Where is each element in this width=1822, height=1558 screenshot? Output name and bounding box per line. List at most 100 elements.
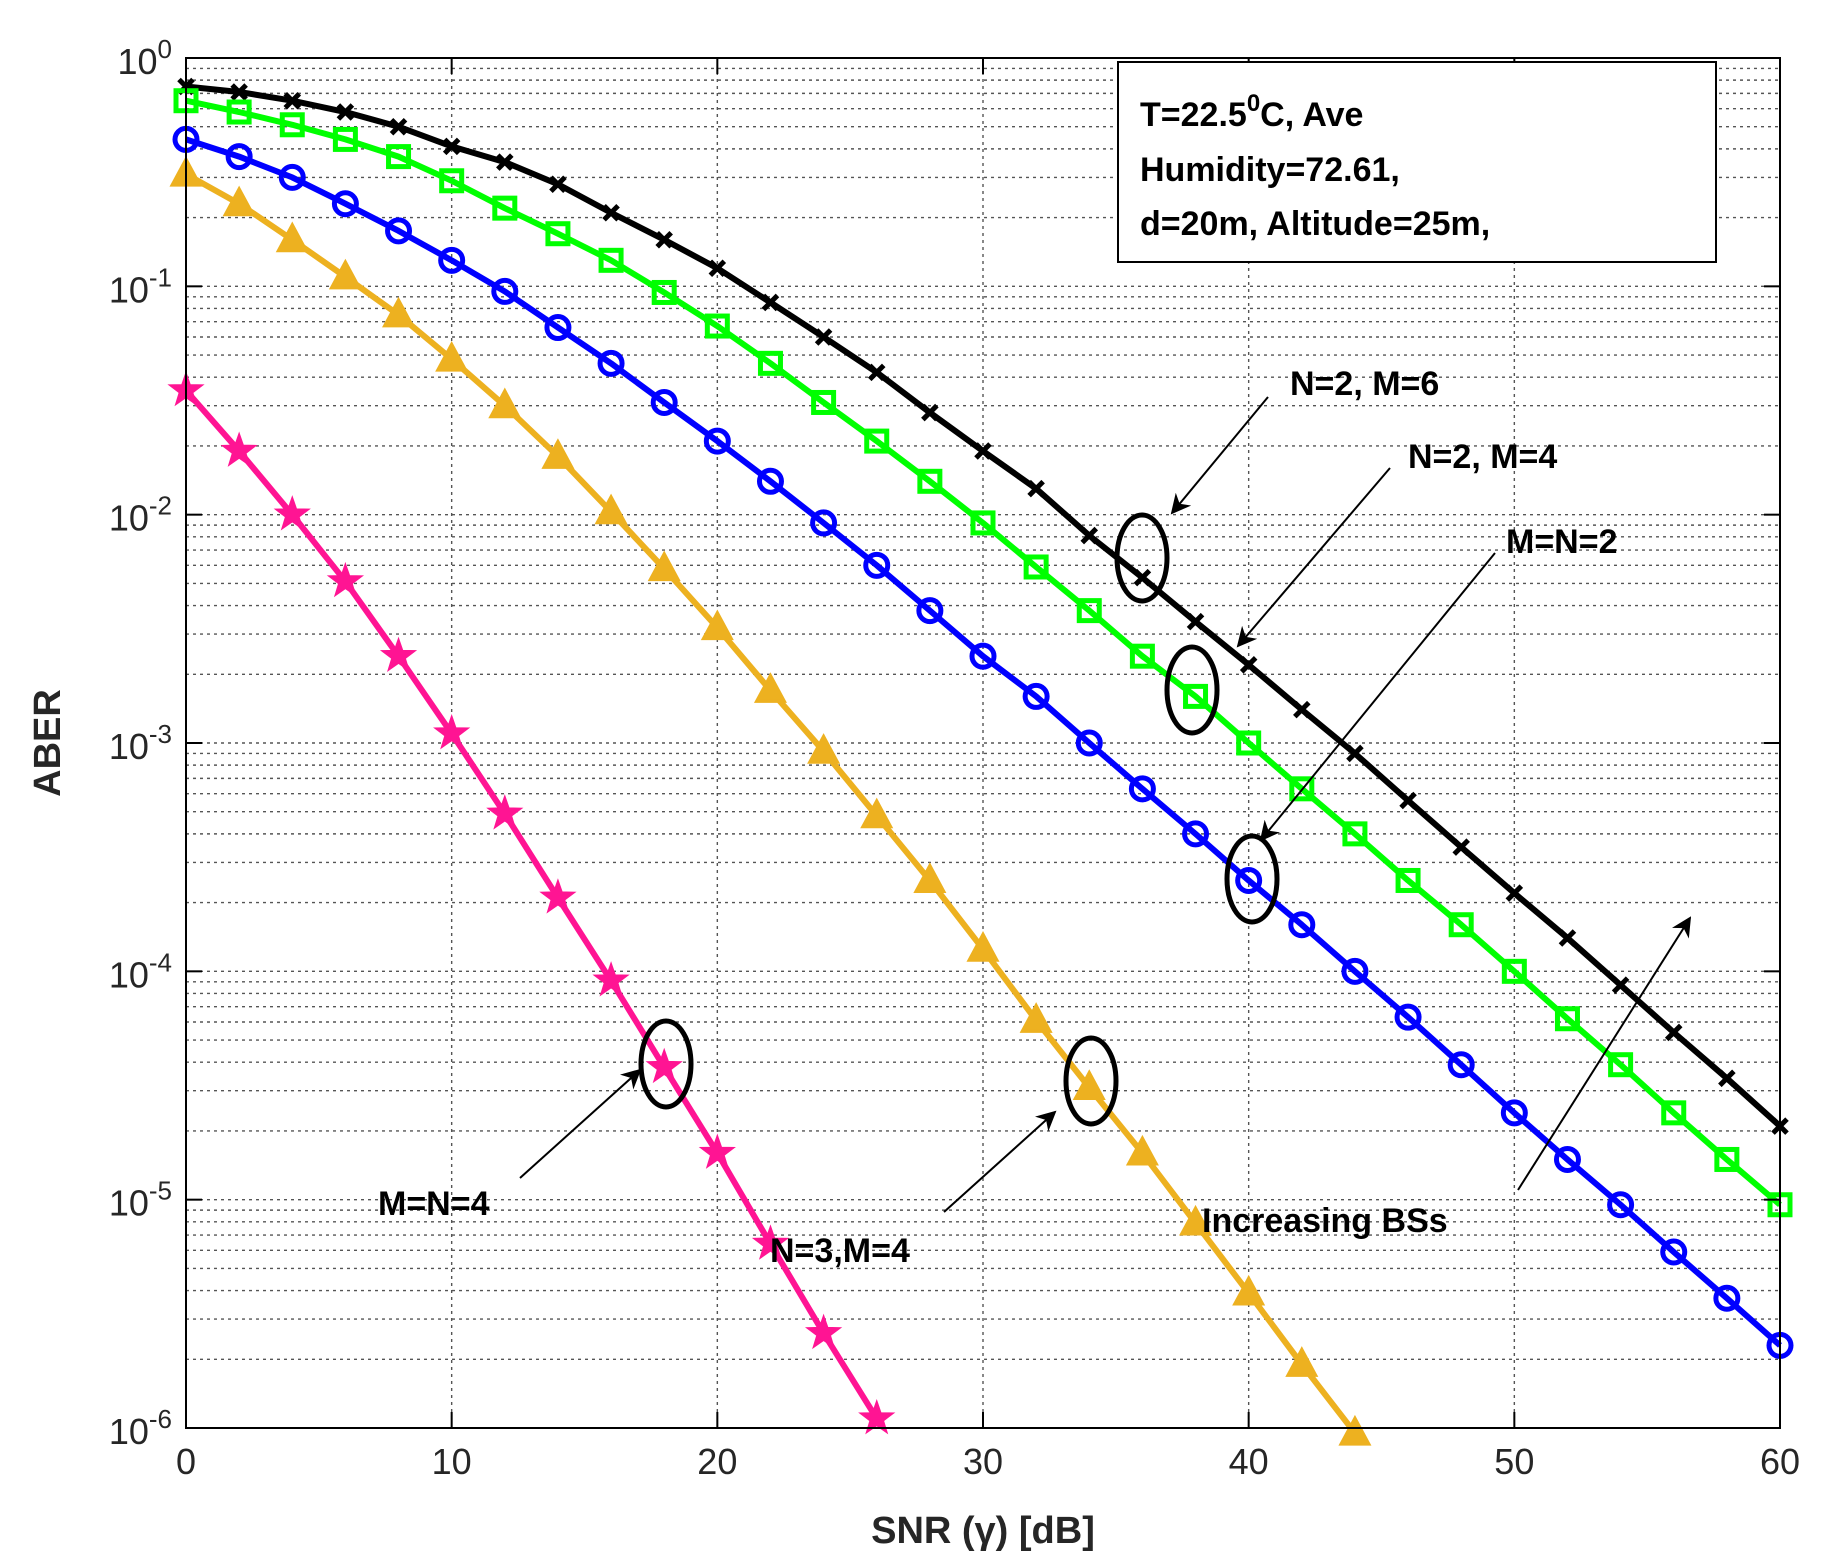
data-point [1023,554,1049,580]
text-box-line-3: d=20m, Altitude=25m, [1140,205,1490,243]
data-point [594,493,628,525]
data-point [1182,820,1210,848]
y-tick-exponent: -2 [149,491,172,521]
y-tick-label: 10-2 [109,491,172,539]
annotation-n3-m4-label: N=3,M=4 [770,1232,910,1270]
data-point [1289,776,1315,802]
data-point [811,389,837,415]
y-tick-label: 10-6 [109,1404,172,1452]
data-point [488,387,522,419]
x-tick-label: 50 [1494,1441,1534,1482]
series-layer [167,77,1794,1446]
x-tick-label: 60 [1760,1441,1800,1482]
data-point [1661,1100,1687,1126]
data-point [545,221,571,247]
data-point [1128,775,1156,803]
annotation-n3-m4: N=3,M=4 [770,1035,1119,1270]
annotation-n2-m6-label: N=2, M=6 [1290,365,1439,403]
text-box-frame [1117,61,1717,263]
data-point [1395,867,1421,893]
annotation-m-n-2-arrow [1259,552,1496,842]
data-point [804,1313,843,1350]
data-point [1285,1346,1319,1377]
y-tick-exponent: -3 [149,719,172,749]
data-point [435,340,469,372]
data-point [386,144,412,170]
data-point [225,143,253,171]
data-point [1399,791,1417,810]
data-point [860,797,894,829]
x-tick-label: 20 [697,1441,737,1482]
data-point [753,672,787,703]
data-point [810,509,838,537]
y-tick-label: 10-1 [109,262,172,310]
x-tick-label: 0 [176,1441,196,1482]
data-point [496,153,514,171]
data-point [1608,1052,1634,1078]
data-point [1718,1069,1736,1088]
data-point [867,363,886,382]
series-1 [173,88,1793,1218]
text-box-line-1: T=22.50C, Ave [1140,90,1363,134]
data-point [751,1224,790,1260]
data-point [647,550,681,582]
data-point [273,495,311,531]
data-point [921,403,939,422]
data-point [1341,957,1369,985]
data-point [279,112,305,138]
y-tick-exponent: -4 [149,947,172,977]
data-point [1072,1069,1106,1100]
annotation-m-n-4-label: M=N=4 [378,1185,490,1223]
data-point [703,427,731,455]
data-point [592,961,630,997]
data-point [326,561,365,598]
data-point [704,313,730,339]
y-tick-exponent: -6 [149,1404,172,1434]
data-point [1125,1134,1159,1166]
data-point [864,428,890,454]
data-point [1394,1003,1422,1031]
data-point [331,190,359,218]
data-point [966,931,1000,962]
data-point [1133,568,1152,587]
x-tick-label: 30 [963,1441,1003,1482]
data-point [1342,821,1368,847]
data-point [1027,479,1045,498]
y-tick-base: 10 [109,954,149,995]
data-point [1288,911,1316,939]
data-point [438,246,466,274]
data-point [278,163,306,191]
conditions-text-box: T=22.50C, Ave Humidity=72.61, d=20m, Alt… [1117,61,1717,263]
data-point [1075,729,1103,757]
data-point [1019,1002,1053,1033]
annotation-n2-m4-label: N=2, M=4 [1408,438,1557,476]
data-point [541,438,575,469]
data-point [1713,1284,1741,1312]
y-tick-base: 10 [109,1183,149,1224]
data-point [439,168,465,194]
y-tick-base: 10 [117,41,157,82]
data-point [598,247,624,273]
data-point [1501,958,1527,984]
data-point [332,126,358,152]
series-2 [172,125,1794,1359]
data-point [655,230,673,249]
annotation-m-n-2-label: M=N=2 [1506,523,1618,561]
data-point [1452,838,1470,856]
y-tick-base: 10 [109,498,149,539]
y-tick-label: 10-4 [109,947,172,995]
y-axis-label: ABER [27,689,69,797]
data-point [442,137,461,156]
data-point [1179,1204,1213,1236]
data-point [1554,1006,1580,1032]
x-tick-label: 40 [1229,1441,1269,1482]
data-point [602,203,620,222]
y-tick-base: 10 [109,1411,149,1452]
data-point [1129,643,1155,669]
data-point [1076,598,1102,624]
annotation-n3-m4-arrow [943,1110,1057,1213]
data-point [807,733,841,764]
data-point [382,296,416,328]
data-point [1558,929,1577,947]
